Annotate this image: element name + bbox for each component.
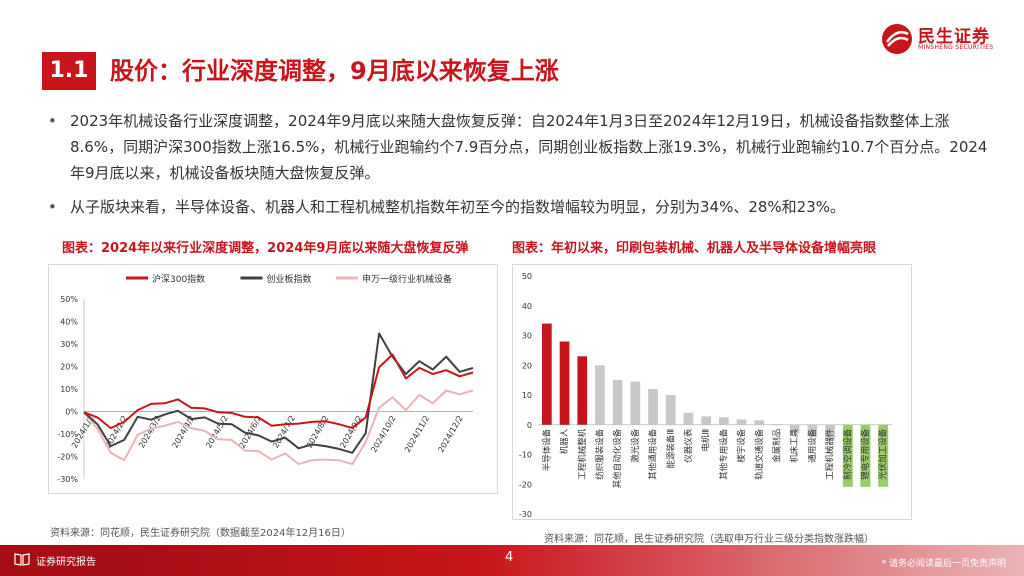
category-label: 锂电专用设备 [860, 428, 871, 480]
bar [825, 424, 835, 440]
bullet-dot-icon: • [48, 112, 57, 130]
y-tick-label: 20 [522, 361, 532, 370]
figure1-source: 资料来源：同花顺，民生证券研究院（数据截至2024年12月16日） [50, 528, 351, 539]
legend-label: 申万一级行业机械设备 [362, 273, 452, 285]
category-label: 轨道交通设备 [754, 428, 765, 480]
footer-left-block [0, 545, 120, 576]
bar [701, 416, 711, 425]
y-tick-label: 0 [527, 421, 532, 430]
y-tick-label: -20 [519, 480, 532, 489]
bar [807, 424, 818, 437]
category-label: 其他通用设备 [648, 428, 659, 480]
footer-disclaimer: * 请务必阅读最后一页免责声明 [881, 559, 1006, 569]
category-label: 工程机械整机 [577, 428, 588, 480]
book-icon [14, 553, 30, 566]
bar [736, 419, 747, 425]
bar [542, 323, 552, 425]
bullet-text: 2023年机械设备行业深度调整，2024年9月底以来随大盘恢复反弹：自2024年… [70, 112, 988, 182]
category-label: 能源装备Ⅲ [665, 429, 676, 469]
category-label: 半导体设备 [541, 428, 552, 471]
y-tick-label: 40% [60, 318, 78, 327]
footer-label: 证券研究报告 [36, 557, 96, 568]
bar [559, 341, 570, 425]
page-number: 4 [505, 550, 514, 565]
category-label: 光伏加工设备 [878, 428, 889, 480]
category-label: 其他专用设备 [718, 428, 729, 480]
category-label: 制冷空调设备 [842, 428, 853, 480]
y-tick-label: 0% [65, 408, 78, 417]
category-label: 机床工具 [789, 428, 800, 463]
category-label: 激光设备 [630, 428, 641, 463]
bar [772, 423, 782, 425]
y-tick-label: 10% [60, 385, 78, 394]
category-label-highlight [878, 428, 889, 487]
category-label-highlight [860, 428, 871, 487]
bar [577, 356, 588, 425]
category-label: 纺织服装设备 [594, 428, 605, 480]
footer-gradient [120, 545, 1024, 576]
y-tick-label: 30 [522, 332, 532, 341]
category-label-highlight [842, 428, 853, 487]
bar [630, 381, 641, 425]
page-title: 股价：行业深度调整，9月底以来恢复上涨 [110, 57, 559, 85]
bullet-dot-icon: • [48, 198, 57, 216]
y-tick-label: -10% [57, 430, 78, 439]
section-number-badge: 1.1 [42, 52, 96, 90]
bar [665, 395, 676, 425]
category-label: 机器人 [559, 428, 570, 454]
bar [595, 365, 605, 425]
y-tick-label: 50% [60, 295, 78, 304]
bullet-list: • 2023年机械设备行业深度调整，2024年9月底以来随大盘恢复反弹：自2024… [46, 108, 996, 228]
logo-mark-icon [882, 24, 912, 54]
bullet-item: • 从子版块来看，半导体设备、机器人和工程机械整机指数年初至今的指数增幅较为明显，… [46, 194, 996, 220]
figure2-source: 资料来源：同花顺，民生证券研究院（选取申万行业三级分类指数涨跌幅） [544, 534, 874, 545]
company-logo: 民生证券 MINSHENG SECURITIES [880, 20, 1000, 60]
bar [789, 424, 800, 434]
bar [612, 380, 623, 425]
bar [719, 417, 729, 425]
y-tick-label: -30% [57, 475, 78, 484]
legend-label: 沪深300指数 [152, 273, 205, 285]
category-label: 其他自动化设备 [612, 428, 623, 488]
bullet-text: 从子版块来看，半导体设备、机器人和工程机械整机指数年初至今的指数增幅较为明显，分… [70, 198, 846, 216]
category-label: 通用设备 [807, 428, 818, 463]
bullet-item: • 2023年机械设备行业深度调整，2024年9月底以来随大盘恢复反弹：自2024… [46, 108, 996, 186]
figure1-title: 图表：2024年以来行业深度调整，2024年9月底以来随大盘恢复反弹 [62, 241, 469, 256]
legend-label: 创业板指数 [267, 273, 312, 285]
series-line [83, 353, 474, 430]
series-line [83, 389, 474, 466]
logo-name: 民生证券 [918, 27, 990, 47]
bar [683, 412, 694, 425]
y-tick-label: -30 [519, 510, 532, 519]
category-label: 金属制品 [771, 429, 782, 463]
category-label: 工程机械器件 [825, 428, 836, 480]
chart-frame [48, 264, 498, 494]
category-label: 电机Ⅲ [701, 429, 712, 452]
category-label: 楼宇设备 [736, 428, 747, 463]
y-tick-label: -10 [519, 451, 532, 460]
y-tick-label: 40 [522, 302, 532, 311]
bar [648, 389, 658, 425]
y-tick-label: 20% [60, 363, 78, 372]
y-tick-label: 10 [522, 391, 532, 400]
y-tick-label: -20% [57, 453, 78, 462]
index-line-chart: 沪深300指数 创业板指数 申万一级行业机械设备 50% 40% 30% 20% 10% 0% -… [48, 264, 498, 494]
figure2-title: 图表：年初以来，印刷包装机械、机器人及半导体设备增幅亮眼 [512, 241, 877, 256]
series-line [83, 332, 474, 454]
y-tick-label: 30% [60, 340, 78, 349]
logo-english-name: MINSHENG SECURITIES [918, 44, 994, 51]
bar [754, 420, 765, 425]
y-tick-label: 50 [522, 272, 532, 281]
category-label: 仪器仪表 [683, 428, 694, 463]
subsector-bar-chart: 50 40 30 20 10 0 -10 -20 -30 半导体设备 机器人 工程机械整机 纺织服装设备… [512, 264, 912, 520]
